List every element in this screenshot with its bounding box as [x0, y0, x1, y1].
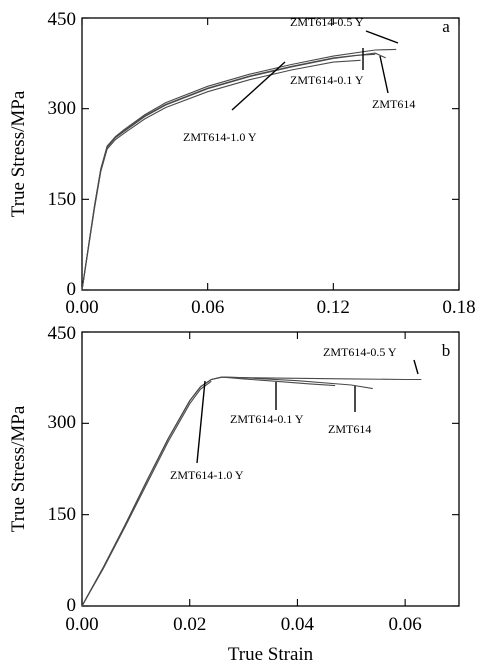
panel-b-ytick-label: 300: [48, 412, 77, 433]
panel-a-curve-zmt614: [81, 53, 376, 291]
panel-a-leader-lines: [231, 30, 399, 111]
panel-b-plot-frame: [81, 331, 460, 607]
panel-a-letter: a: [442, 17, 450, 36]
panel-a-xtick-label: 0.06: [191, 297, 224, 318]
panel-a-chart: 0 150 300 450 0.00 0.06 0.12 0.18 True S…: [8, 9, 476, 318]
panel-b-xtick-label: 0.00: [65, 614, 98, 635]
panel-b-annotation-zmt614: ZMT614: [328, 422, 371, 436]
panel-a-ytick-label: 300: [48, 98, 77, 119]
panel-a-ytick-label: 450: [48, 9, 77, 30]
panel-b-y-axis-title: True Stress/MPa: [8, 405, 29, 532]
panel-b-annotation-0-5y: ZMT614-0.5 Y: [323, 345, 397, 359]
panel-a-leader-1-0y: [231, 61, 286, 111]
panel-a-ticks: [81, 17, 460, 291]
panel-a-ytick-label: 0: [67, 279, 77, 300]
panel-a-leader-0-5y: [365, 30, 399, 44]
panel-a-annotation-0-1y: ZMT614-0.1 Y: [290, 73, 364, 87]
panel-b-ytick-label: 150: [48, 504, 77, 525]
panel-a-annotation-0-5y: ZMT614-0.5 Y: [290, 15, 364, 29]
panel-a-curve-zmt614-0-1-y: [81, 52, 386, 291]
panel-a-xtick-label: 0.18: [442, 297, 475, 318]
panel-b-ticks: [81, 331, 459, 607]
panel-a-leader-zmt614: [379, 55, 389, 94]
panel-b-letter: b: [442, 341, 451, 360]
panel-b-leader-1-0y: [196, 380, 206, 464]
panel-a-xtick-label: 0.00: [65, 297, 98, 318]
panel-b-xtick-label: 0.04: [281, 614, 315, 635]
panel-b-ytick-label: 0: [67, 595, 77, 616]
panel-a-xtick-label: 0.12: [317, 297, 350, 318]
panel-b-curve-zmt614-1-0-y: [81, 380, 212, 607]
panel-b-leader-lines: [196, 359, 419, 464]
panel-b-annotation-0-1y: ZMT614-0.1 Y: [230, 412, 304, 426]
panel-b-xtick-label: 0.06: [388, 614, 421, 635]
panel-b-series: [81, 376, 422, 607]
panel-a-curve-zmt614-1-0-y: [81, 59, 361, 291]
panel-b-ytick-label: 450: [48, 323, 77, 344]
panel-a-ytick-label: 150: [48, 189, 77, 210]
panel-b-annotation-1-0y: ZMT614-1.0 Y: [170, 468, 244, 482]
panel-b-x-axis-title: True Strain: [228, 644, 314, 665]
panel-a-plot-frame: [81, 17, 460, 291]
panel-b-xtick-label: 0.02: [173, 614, 206, 635]
panel-a-series: [81, 48, 397, 291]
panel-b-curve-zmt614: [81, 376, 373, 607]
panel-a-annotation-zmt614: ZMT614: [372, 97, 415, 111]
panel-a-annotation-1-0y: ZMT614-1.0 Y: [183, 130, 257, 144]
panel-b-chart: 0 150 300 450 0.00 0.02 0.04 0.06 True S…: [8, 323, 460, 665]
panel-a-y-axis-title: True Stress/MPa: [8, 90, 29, 217]
panel-b-leader-0-5y: [413, 359, 419, 375]
